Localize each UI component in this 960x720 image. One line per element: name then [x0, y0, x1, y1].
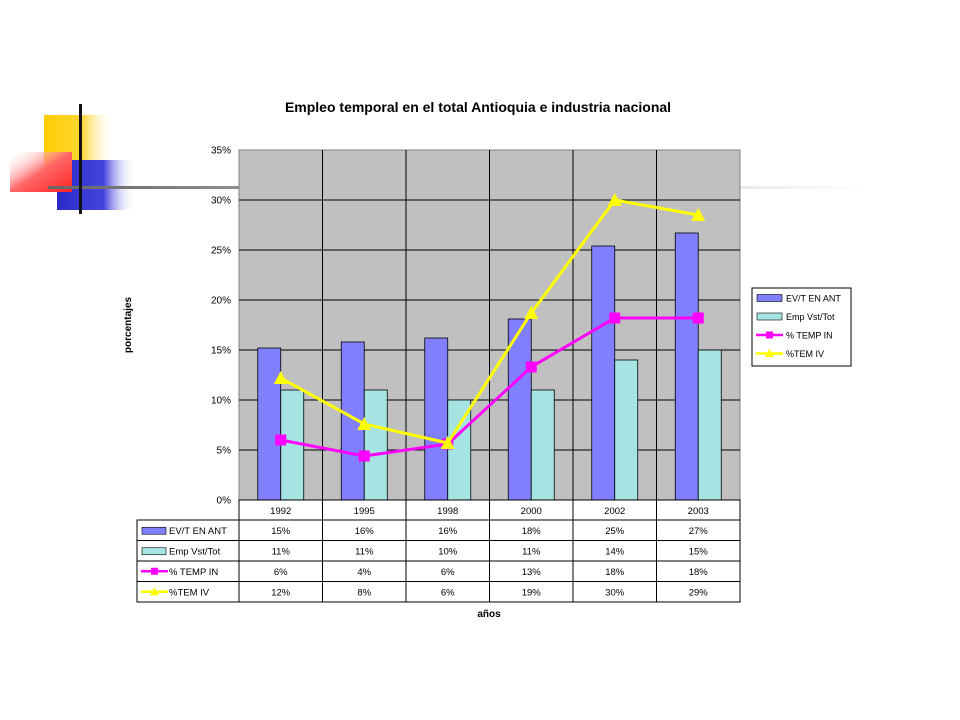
legend-key	[756, 294, 783, 302]
legend-key	[756, 312, 783, 321]
line-point	[273, 371, 288, 384]
line-point	[691, 208, 706, 221]
y-tick-label: 35%	[211, 146, 231, 157]
y-tick-label: 15%	[211, 346, 231, 357]
legend-label: % TEMP IN	[786, 331, 833, 341]
line-point	[358, 450, 370, 462]
table-cell: 6%	[441, 587, 455, 598]
table-legend-marker	[150, 587, 159, 596]
y-axis-label: porcentajes	[123, 296, 134, 353]
data-table: 1992 1995 1998 2000 2002 2003 EV/T EN ANT 15% 16…	[136, 499, 741, 603]
table-category: 1998	[437, 506, 458, 517]
legend-label: EV/T EN ANT	[786, 294, 841, 304]
line-point	[357, 417, 372, 430]
bars	[257, 232, 722, 501]
table-cell: 10%	[438, 546, 458, 557]
legend-marker	[765, 349, 774, 357]
line-point	[524, 306, 539, 319]
series-line	[280, 316, 699, 458]
bar	[530, 389, 555, 501]
table-legend-key	[141, 526, 167, 535]
line-point	[692, 312, 704, 324]
table-cell: 8%	[357, 587, 371, 598]
deco-red-square	[10, 152, 72, 192]
legend-marker	[766, 331, 773, 339]
table-cell: 27%	[689, 526, 709, 537]
table-series-name: Emp Vst/Tot	[169, 546, 221, 557]
y-tick-label: 5%	[217, 446, 232, 457]
y-tick-label: 10%	[211, 396, 231, 407]
series-line	[280, 198, 699, 445]
table-cell: 11%	[272, 546, 291, 557]
bar	[697, 349, 722, 501]
table-cell: 4%	[357, 567, 371, 578]
y-tick-label: 20%	[211, 296, 231, 307]
line-point	[525, 361, 537, 373]
table-cell: 25%	[605, 526, 625, 537]
line-point	[609, 312, 621, 324]
table-series-name: % TEMP IN	[169, 567, 218, 578]
line-point	[275, 434, 287, 446]
gridlines	[239, 150, 740, 500]
table-cell: 19%	[522, 587, 542, 598]
table-cell: 18%	[689, 567, 709, 578]
table-cell: 11%	[522, 546, 541, 557]
table-cell: 15%	[271, 526, 291, 537]
y-tick-labels: 0% 5% 10% 15% 20% 25% 30% 35%	[211, 146, 231, 507]
legend-label: %TEM IV	[786, 349, 824, 359]
table-cell: 16%	[355, 526, 375, 537]
x-axis-label: años	[477, 609, 501, 620]
table-category: 2003	[688, 506, 709, 517]
bar	[424, 337, 449, 501]
y-tick-label: 0%	[217, 496, 232, 507]
table-cell: 16%	[438, 526, 458, 537]
deco-vertical-line	[79, 104, 82, 214]
bar	[363, 389, 388, 501]
table-cell: 14%	[605, 546, 625, 557]
table-category: 2000	[521, 506, 542, 517]
table-cell: 15%	[689, 546, 709, 557]
chart-title: Empleo temporal en el total Antioquia e …	[285, 99, 671, 115]
y-tick-label: 30%	[211, 196, 231, 207]
table-cell: 13%	[522, 567, 542, 578]
table-cell: 29%	[689, 587, 709, 598]
table-cell: 6%	[274, 567, 288, 578]
table-cell: 18%	[522, 526, 542, 537]
bar	[674, 232, 699, 501]
table-legend-key	[141, 547, 167, 556]
table-cell: 6%	[441, 567, 455, 578]
legend-label: Emp Vst/Tot	[786, 312, 835, 322]
table-category: 1995	[354, 506, 375, 517]
table-series-name: EV/T EN ANT	[169, 526, 227, 537]
legend: EV/T EN ANT Emp Vst/Tot % TEMP IN %TEM IV	[751, 287, 852, 367]
table-category: 1992	[270, 506, 291, 517]
table-cell: 30%	[605, 587, 625, 598]
bar	[591, 245, 616, 501]
line-point	[607, 193, 622, 206]
table-series-name: %TEM IV	[169, 587, 210, 598]
table-cell: 18%	[605, 567, 625, 578]
series-lines	[273, 193, 706, 462]
table-legend-marker	[151, 567, 158, 575]
bar	[257, 347, 282, 501]
bar	[614, 359, 639, 501]
table-category: 2002	[604, 506, 625, 517]
table-cell: 11%	[355, 546, 374, 557]
y-tick-label: 25%	[211, 246, 231, 257]
line-point	[440, 436, 455, 449]
table-cell: 12%	[271, 587, 291, 598]
